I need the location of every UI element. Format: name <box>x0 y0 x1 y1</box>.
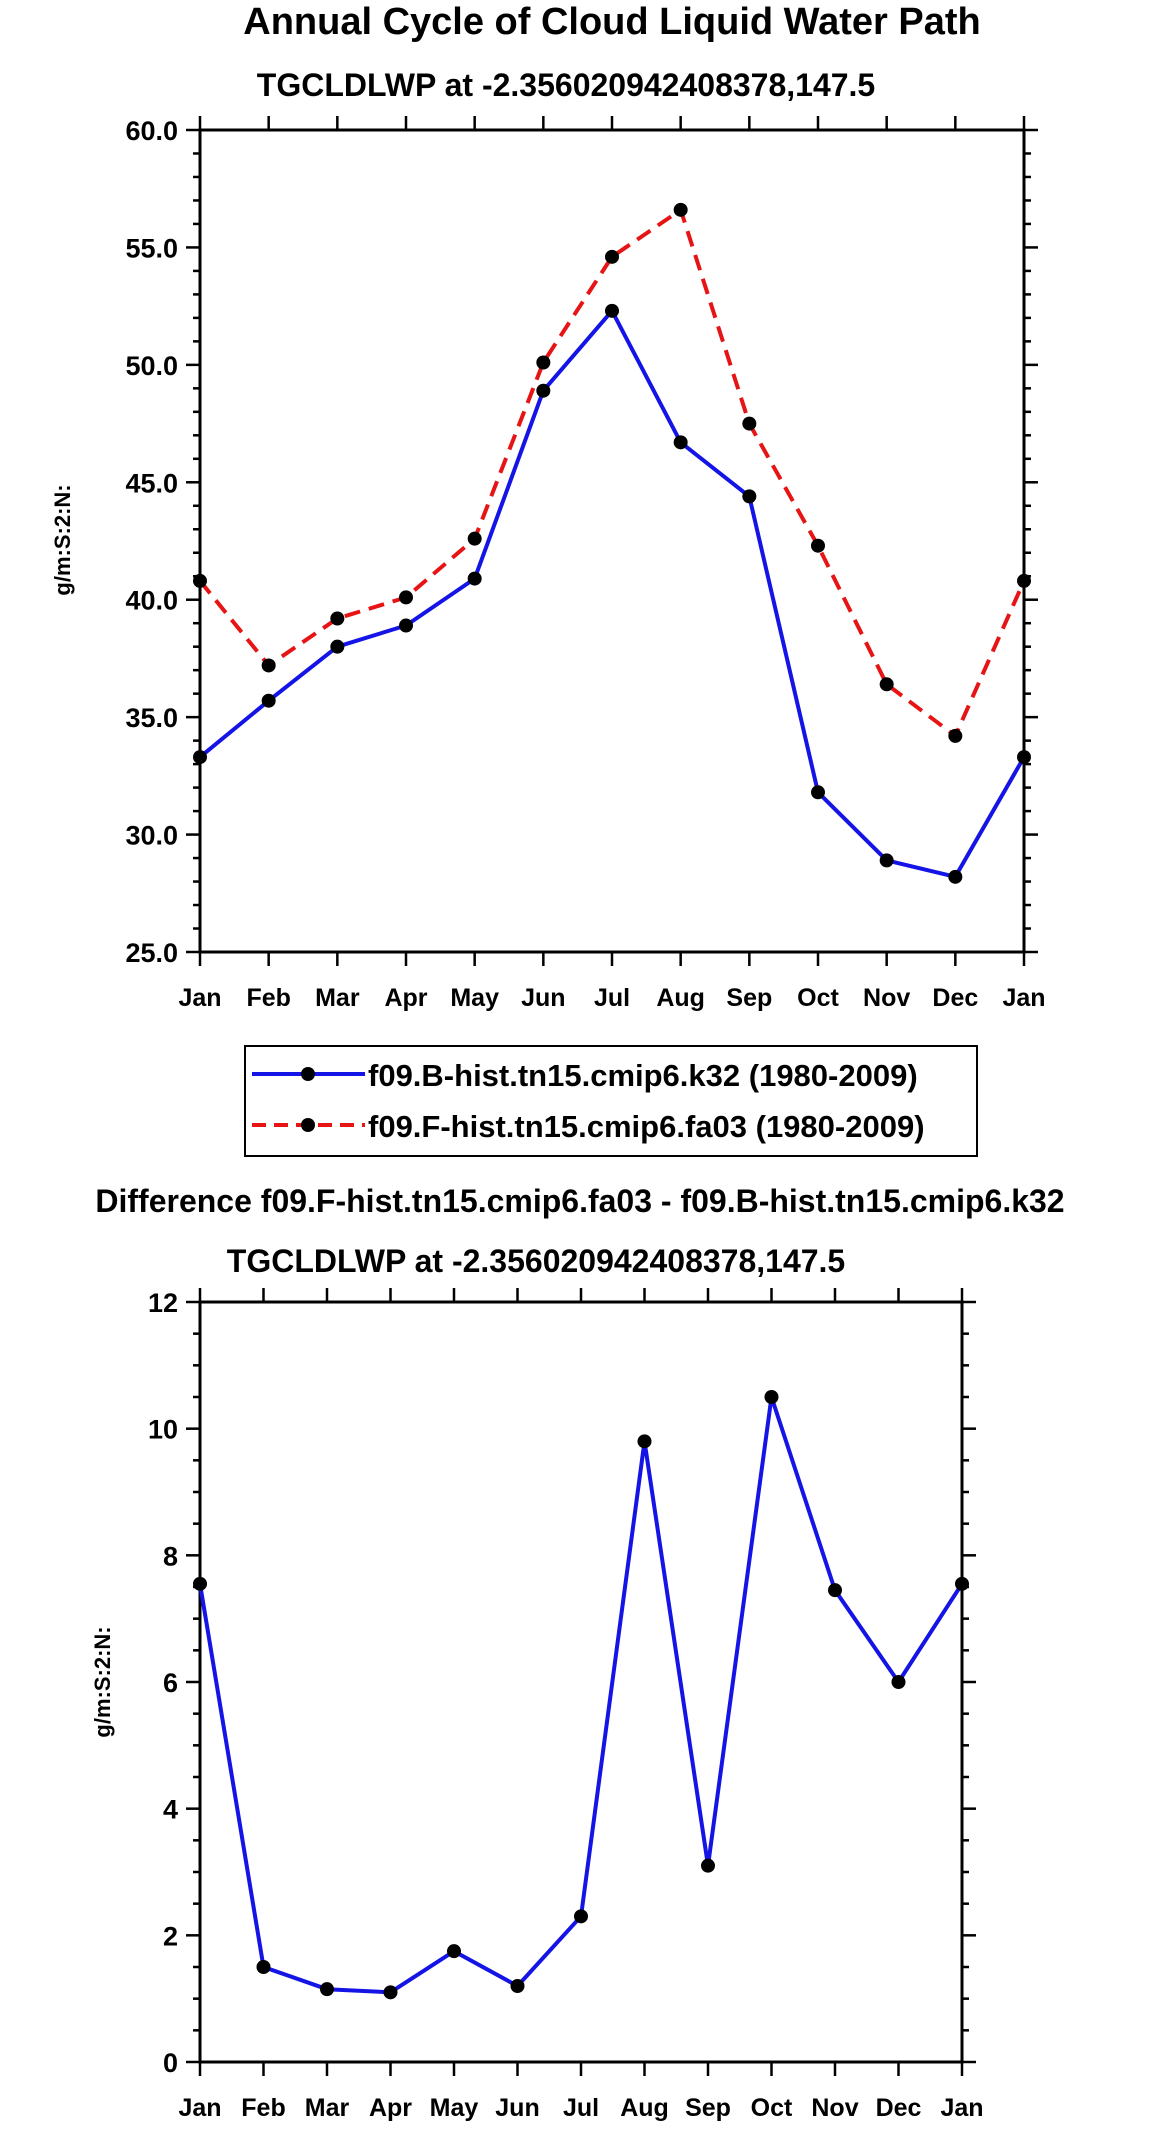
chart1-series-2-point <box>673 202 688 217</box>
chart1-series-2-point <box>605 249 619 264</box>
chart1-series-1-point <box>193 750 207 765</box>
chart1-ytick-label: 60.0 <box>125 116 178 146</box>
chart1-series-2-point <box>193 573 207 588</box>
chart2-xtick-label: Mar <box>305 2094 350 2122</box>
chart2-xtick-label: Jan <box>940 2094 983 2122</box>
legend-entry-series-2: f09.F-hist.tn15.cmip6.fa03 (1980-2009) <box>252 1109 925 1144</box>
chart1-xtick-label: Mar <box>315 984 360 1012</box>
chart2-xtick-label: Sep <box>685 2094 731 2122</box>
chart1-series-2-point <box>399 590 413 605</box>
chart1-xtick-label: Oct <box>797 984 839 1012</box>
legend-label-series-1: f09.B-hist.tn15.cmip6.k32 (1980-2009) <box>368 1058 918 1093</box>
chart1-ytick-label: 45.0 <box>125 468 178 498</box>
chart1-series-1-point <box>879 853 894 868</box>
chart2-xtick-label: Jun <box>495 2094 539 2122</box>
chart2-series-1-point <box>256 1960 271 1974</box>
chart1-xtick-label: Jan <box>178 984 221 1012</box>
chart2-series-1-point <box>891 1675 906 1689</box>
chart1-series-1-point <box>811 785 825 800</box>
chart1-ytick-label: 25.0 <box>125 938 178 968</box>
chart2-xtick-label: Aug <box>620 2094 669 2122</box>
chart1-series-2-point <box>879 677 894 692</box>
chart1-legend: f09.B-hist.tn15.cmip6.k32 (1980-2009) f0… <box>244 1045 978 1157</box>
chart1-series-2-point <box>261 658 276 673</box>
chart2-series-1-point <box>193 1576 207 1591</box>
chart1-ytick-label: 35.0 <box>125 703 178 733</box>
chart2-series-1-point <box>828 1583 842 1598</box>
chart2-xtick-label: Dec <box>876 2094 922 2122</box>
chart1-series-1-point <box>536 383 551 398</box>
chart1-ytick-label: 55.0 <box>125 233 178 263</box>
chart1-series-2-point <box>811 538 825 553</box>
chart1-xtick-label: Nov <box>863 984 910 1012</box>
chart1-series-1-point <box>742 489 757 504</box>
chart1-series-1-point <box>467 571 482 586</box>
chart2-subtitle: TGCLDLWP at -2.356020942408378,147.5 <box>227 1243 845 1279</box>
chart1-series-1-point <box>399 618 413 633</box>
chart1-xtick-label: Jan <box>1002 984 1045 1012</box>
chart1-series-1-point <box>330 639 345 654</box>
chart2-title: Difference f09.F-hist.tn15.cmip6.fa03 - … <box>95 1183 1064 1219</box>
chart2-series-1-point <box>764 1390 779 1404</box>
chart1-ytick-label: 50.0 <box>125 351 178 381</box>
chart1-subtitle: TGCLDLWP at -2.356020942408378,147.5 <box>257 67 875 103</box>
chart1-series-1-point <box>605 303 619 318</box>
chart2-series-1-point <box>383 1985 398 2000</box>
chart2-series-1-point <box>955 1576 969 1591</box>
chart1-series-2-point <box>1017 573 1031 588</box>
legend-label-series-2: f09.F-hist.tn15.cmip6.fa03 (1980-2009) <box>368 1109 925 1144</box>
chart2-plot-area: 0 2 4 6 8 10 12 Jan Feb Mar Apr May Jun Jul Aug Sep Oct N… <box>148 1288 984 2122</box>
chart2-ytick-label: 8 <box>163 1541 178 1571</box>
chart2-ytick-label: 2 <box>163 1921 178 1951</box>
chart1-series-2-point <box>467 531 482 546</box>
chart2-xtick-label: Nov <box>811 2094 858 2122</box>
chart1-series-2-point <box>536 355 551 370</box>
chart2-xtick-label: Jan <box>178 2094 221 2122</box>
chart1-series-1-point <box>673 435 688 450</box>
chart2-series-1-point <box>701 1858 715 1873</box>
chart1-series-1-point <box>948 869 963 884</box>
chart2-ytick-label: 0 <box>163 2048 178 2078</box>
chart1-xtick-label: Apr <box>384 984 427 1012</box>
chart2-series-1-point <box>320 1982 334 1997</box>
chart1-series-1-point <box>261 693 276 708</box>
chart1-series-2-point <box>330 611 345 626</box>
chart2-ylabel: g/m:S:2:N: <box>90 1626 115 1737</box>
chart1-title: Annual Cycle of Cloud Liquid Water Path <box>243 1 981 43</box>
chart2-xtick-label: Feb <box>241 2094 285 2122</box>
chart2-ytick-label: 6 <box>163 1668 178 1698</box>
chart1-plot-area: 25.0 30.0 35.0 40.0 45.0 50.0 55.0 60.0 Jan Feb Ma… <box>125 116 1046 1012</box>
chart1-xtick-label: Jun <box>521 984 565 1012</box>
chart1-xtick-label: Dec <box>932 984 978 1012</box>
legend-entry-series-1: f09.B-hist.tn15.cmip6.k32 (1980-2009) <box>252 1058 918 1093</box>
chart1-ytick-label: 40.0 <box>125 586 178 616</box>
chart1-xtick-label: Sep <box>726 984 772 1012</box>
chart1-series-1-point <box>1017 750 1031 765</box>
chart2-series-1-point <box>447 1944 461 1959</box>
chart1-xtick-label: Feb <box>246 984 290 1012</box>
chart2-xtick-label: Jul <box>563 2094 599 2122</box>
chart1-ylabel: g/m:S:2:N: <box>50 484 75 595</box>
chart2-xtick-label: Apr <box>369 2094 412 2122</box>
chart1-xtick-label: May <box>450 984 499 1012</box>
chart1-xtick-label: Aug <box>656 984 705 1012</box>
chart2-series-1-point <box>637 1434 652 1449</box>
chart1-xtick-label: Jul <box>594 984 630 1012</box>
chart1-series-2-point <box>948 728 963 743</box>
chart2-ytick-label: 4 <box>163 1795 178 1825</box>
chart1-ytick-label: 30.0 <box>125 821 178 851</box>
chart1-series-2-point <box>742 416 757 431</box>
chart2-xtick-label: May <box>430 2094 479 2122</box>
chart2-ytick-label: 10 <box>148 1415 178 1445</box>
chart2-xtick-label: Oct <box>751 2094 793 2122</box>
chart2-series-1-point <box>574 1909 588 1924</box>
chart2-series-1-point <box>510 1979 525 1993</box>
chart2-ytick-label: 12 <box>148 1288 178 1318</box>
